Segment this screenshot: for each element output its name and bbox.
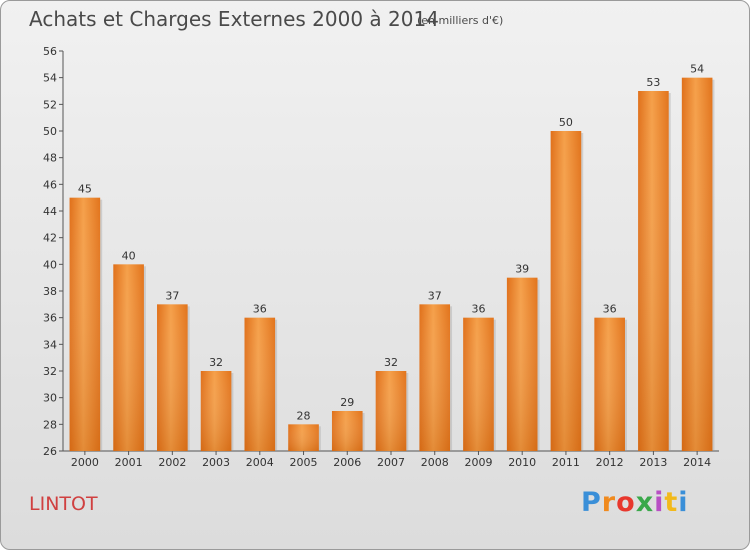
y-tick-label: 48 [43, 152, 57, 165]
logo-letter: o [616, 487, 636, 518]
logo-letter: i [678, 487, 689, 518]
y-tick-label: 26 [43, 445, 57, 458]
bar-value-label: 45 [78, 183, 92, 196]
x-tick-label: 2011 [552, 456, 580, 469]
bar-value-label: 37 [428, 289, 442, 302]
x-tick-label: 2014 [683, 456, 711, 469]
y-tick-label: 28 [43, 418, 57, 431]
bar-shade [419, 304, 451, 451]
bar-shade [288, 424, 319, 451]
y-tick-label: 30 [43, 392, 57, 405]
proxiti-logo: Proxiti [581, 487, 689, 518]
bar-value-label: 28 [297, 409, 311, 422]
y-tick-label: 46 [43, 178, 57, 191]
bar-value-label: 39 [515, 263, 529, 276]
bar-shade [594, 317, 625, 451]
bar-value-label: 32 [209, 356, 223, 369]
x-tick-label: 2008 [421, 456, 449, 469]
bar-shade [157, 304, 188, 451]
x-tick-label: 2002 [158, 456, 186, 469]
y-tick-label: 50 [43, 125, 57, 138]
x-tick-label: 2003 [202, 456, 230, 469]
bar-value-label: 53 [646, 76, 660, 89]
y-tick-label: 40 [43, 258, 57, 271]
bar-value-label: 36 [603, 303, 617, 316]
logo-letter: i [654, 487, 665, 518]
y-tick-label: 42 [43, 232, 57, 245]
place-name: LINTOT [29, 493, 98, 515]
bar-shade [463, 317, 494, 451]
bar-value-label: 29 [340, 396, 354, 409]
x-tick-label: 2000 [71, 456, 99, 469]
logo-letter: x [635, 487, 655, 518]
x-tick-label: 2007 [377, 456, 405, 469]
x-tick-label: 2004 [246, 456, 274, 469]
x-tick-label: 2005 [290, 456, 318, 469]
bar-value-label: 40 [122, 249, 136, 262]
bar-value-label: 36 [471, 303, 485, 316]
bar-shade [550, 131, 582, 451]
bar-value-label: 32 [384, 356, 398, 369]
bar-value-label: 54 [690, 63, 704, 76]
y-tick-label: 56 [43, 45, 57, 58]
x-tick-label: 2013 [639, 456, 667, 469]
logo-letter: r [601, 487, 617, 518]
y-tick-label: 36 [43, 312, 57, 325]
bar-shade [331, 411, 363, 451]
y-tick-label: 34 [43, 338, 57, 351]
logo-letter: P [581, 487, 602, 518]
bar-shade [506, 277, 538, 451]
bar-shade [69, 197, 101, 451]
bar-shade [681, 77, 713, 452]
chart-unit: (en milliers d'€) [417, 14, 504, 27]
x-tick-label: 2012 [596, 456, 624, 469]
bar-shade [113, 264, 144, 451]
bar-value-label: 50 [559, 116, 573, 129]
x-tick-label: 2001 [115, 456, 143, 469]
bar-value-label: 37 [165, 289, 179, 302]
x-tick-label: 2010 [508, 456, 536, 469]
y-tick-label: 54 [43, 72, 57, 85]
x-tick-label: 2006 [333, 456, 361, 469]
bar-shade [375, 371, 407, 451]
y-tick-label: 32 [43, 365, 57, 378]
bar-shade [638, 91, 669, 451]
logo-letter: t [664, 487, 679, 518]
y-tick-label: 44 [43, 205, 57, 218]
bar-shade [200, 371, 232, 451]
bar-value-label: 36 [253, 303, 267, 316]
chart-title: Achats et Charges Externes 2000 à 2014 [29, 7, 439, 31]
y-tick-label: 52 [43, 98, 57, 111]
bar-shade [244, 317, 276, 451]
x-tick-label: 2009 [464, 456, 492, 469]
y-tick-label: 38 [43, 285, 57, 298]
